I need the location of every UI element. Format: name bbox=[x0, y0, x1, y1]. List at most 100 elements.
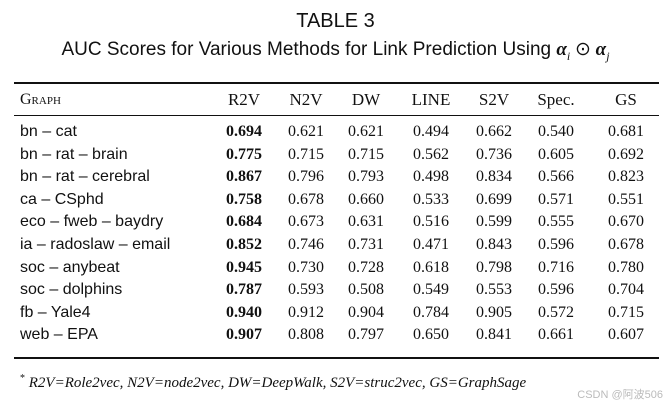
row-label: soc – anybeat bbox=[20, 258, 120, 276]
cell: 0.834 bbox=[476, 168, 512, 186]
cell: 0.730 bbox=[288, 258, 324, 276]
cell: 0.736 bbox=[476, 145, 512, 163]
formula-part: j bbox=[606, 48, 610, 63]
cell: 0.907 bbox=[226, 326, 262, 344]
cell: 0.715 bbox=[608, 303, 644, 321]
formula-part: α bbox=[595, 39, 607, 60]
cell: 0.540 bbox=[538, 123, 574, 140]
row-label: bn – rat – brain bbox=[20, 145, 128, 163]
footnote: * R2V=Role2vec, N2V=node2vec, DW=DeepWal… bbox=[20, 373, 526, 392]
row-label: soc – dolphins bbox=[20, 281, 123, 299]
row-label: ca – CSphd bbox=[20, 190, 104, 208]
column-header: Graph bbox=[20, 91, 61, 108]
cell: 0.661 bbox=[538, 326, 574, 344]
row-label: eco – fweb – baydry bbox=[20, 213, 164, 231]
cell: 0.555 bbox=[538, 213, 574, 231]
cell: 0.704 bbox=[608, 281, 644, 299]
cell: 0.621 bbox=[348, 123, 384, 140]
top-rule bbox=[14, 82, 659, 84]
cell: 0.758 bbox=[226, 190, 262, 208]
cell: 0.593 bbox=[288, 281, 324, 299]
cell: 0.780 bbox=[608, 258, 644, 276]
column-header: S2V bbox=[478, 90, 510, 109]
formula-part: ⊙ bbox=[575, 39, 591, 60]
footnote-text: R2V=Role2vec, N2V=node2vec, DW=DeepWalk,… bbox=[28, 375, 527, 391]
cell: 0.808 bbox=[288, 326, 324, 344]
cell: 0.670 bbox=[608, 213, 644, 231]
cell: 0.798 bbox=[476, 258, 512, 276]
cell: 0.660 bbox=[348, 190, 384, 208]
cell: 0.678 bbox=[288, 190, 324, 208]
column-header: N2V bbox=[289, 90, 323, 109]
cell: 0.843 bbox=[476, 236, 512, 253]
cell: 0.912 bbox=[288, 303, 324, 321]
table-label: TABLE 3 bbox=[296, 10, 375, 32]
cell: 0.784 bbox=[413, 303, 449, 321]
cell: 0.471 bbox=[413, 236, 449, 253]
cell: 0.673 bbox=[288, 213, 324, 231]
formula-part: α bbox=[556, 39, 567, 60]
cell: 0.618 bbox=[413, 258, 449, 276]
cell: 0.905 bbox=[476, 303, 512, 321]
cell: 0.551 bbox=[608, 190, 644, 208]
formula-part: i bbox=[566, 48, 571, 63]
column-header: Spec. bbox=[537, 90, 575, 109]
mid-rule bbox=[14, 115, 659, 116]
cell: 0.852 bbox=[226, 236, 262, 253]
cell: 0.631 bbox=[348, 213, 384, 231]
footnote-marker: * bbox=[20, 373, 25, 384]
cell: 0.684 bbox=[226, 213, 262, 231]
cell: 0.596 bbox=[538, 236, 574, 253]
cell: 0.596 bbox=[538, 281, 574, 299]
cell: 0.498 bbox=[413, 168, 449, 186]
row-label: fb – Yale4 bbox=[20, 303, 91, 321]
cell: 0.715 bbox=[288, 145, 324, 163]
cell: 0.867 bbox=[226, 168, 262, 186]
cell: 0.562 bbox=[413, 145, 449, 163]
watermark: CSDN @阿波506 bbox=[577, 389, 663, 401]
cell: 0.904 bbox=[348, 303, 384, 321]
cell: 0.694 bbox=[226, 123, 262, 140]
cell: 0.823 bbox=[608, 168, 644, 186]
column-header: GS bbox=[615, 90, 637, 109]
cell: 0.508 bbox=[348, 281, 384, 299]
cell: 0.605 bbox=[538, 145, 574, 163]
cell: 0.731 bbox=[348, 236, 384, 253]
bottom-rule bbox=[14, 357, 659, 359]
cell: 0.494 bbox=[413, 123, 449, 140]
cell: 0.787 bbox=[226, 281, 262, 299]
column-header: DW bbox=[351, 90, 381, 109]
cell: 0.841 bbox=[476, 326, 512, 344]
cell: 0.796 bbox=[288, 168, 324, 186]
cell: 0.681 bbox=[608, 123, 644, 140]
cell: 0.599 bbox=[476, 213, 512, 231]
row-label: ia – radoslaw – email bbox=[20, 236, 171, 253]
cell: 0.516 bbox=[413, 213, 449, 231]
cell: 0.715 bbox=[348, 145, 384, 163]
cell: 0.549 bbox=[413, 281, 449, 299]
cell: 0.945 bbox=[226, 258, 262, 276]
cell: 0.553 bbox=[476, 281, 512, 299]
cell: 0.797 bbox=[348, 326, 384, 344]
cell: 0.746 bbox=[288, 236, 324, 253]
cell: 0.662 bbox=[476, 123, 512, 140]
column-header: R2V bbox=[227, 90, 261, 109]
cell: 0.571 bbox=[538, 190, 574, 208]
row-label: bn – rat – cerebral bbox=[20, 168, 150, 186]
cell: 0.793 bbox=[348, 168, 384, 186]
cell: 0.940 bbox=[226, 303, 262, 321]
row-label: web – EPA bbox=[20, 326, 98, 344]
cell: 0.775 bbox=[226, 145, 262, 163]
cell: 0.678 bbox=[608, 236, 644, 253]
row-label: bn – cat bbox=[20, 123, 77, 140]
cell: 0.728 bbox=[348, 258, 384, 276]
table-caption: AUC Scores for Various Methods for Link … bbox=[0, 38, 671, 64]
column-header: LINE bbox=[411, 90, 451, 109]
cell: 0.692 bbox=[608, 145, 644, 163]
cell: 0.621 bbox=[288, 123, 324, 140]
cell: 0.607 bbox=[608, 326, 644, 344]
caption-text: AUC Scores for Various Methods for Link … bbox=[61, 39, 552, 60]
cell: 0.572 bbox=[538, 303, 574, 321]
cell: 0.650 bbox=[413, 326, 449, 344]
